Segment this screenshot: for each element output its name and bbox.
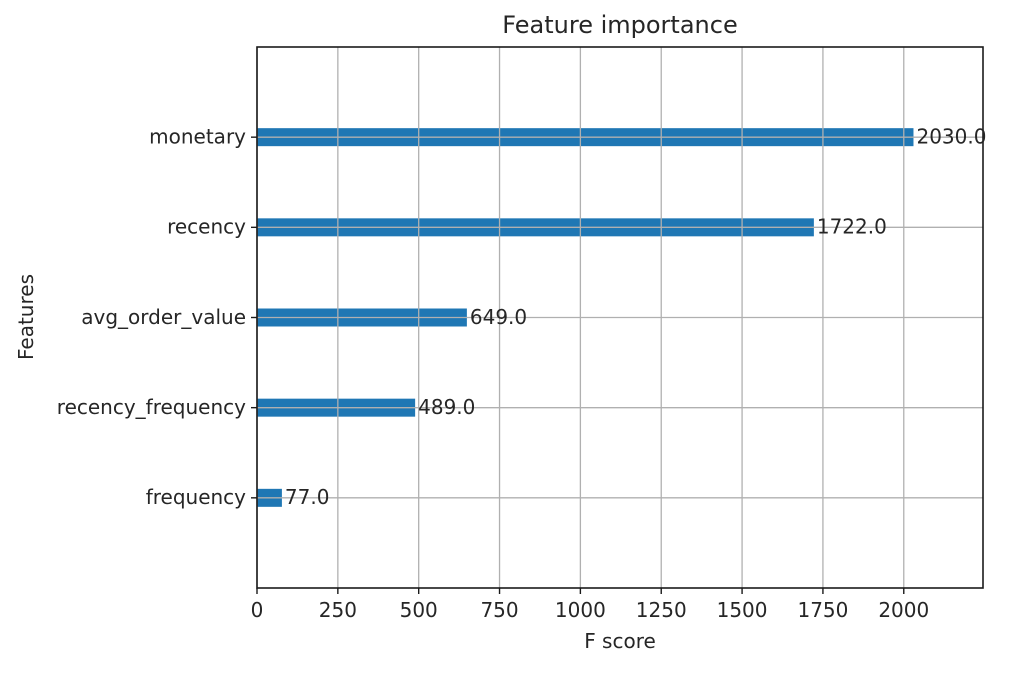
bar-value-label: 1722.0: [817, 215, 887, 239]
x-tick-label: 1750: [797, 598, 848, 622]
x-tick-label: 1000: [555, 598, 606, 622]
bar-value-label: 77.0: [285, 485, 330, 509]
x-tick-label: 500: [400, 598, 438, 622]
y-tick-label: monetary: [149, 125, 246, 149]
plot-area: 0 250 500 750 1000 1250 1500 1750 2000 monetary re…: [57, 46, 986, 622]
bar-value-label: 2030.0: [916, 125, 986, 149]
chart-title: Feature importance: [502, 11, 737, 39]
x-axis-label: F score: [584, 629, 656, 653]
x-tick-label: 1250: [636, 598, 687, 622]
y-tick-label: avg_order_value: [81, 305, 246, 329]
x-tick-label: 1500: [717, 598, 768, 622]
x-tick-label: 250: [319, 598, 357, 622]
y-tick-label: frequency: [146, 485, 246, 509]
x-tick-label: 0: [251, 598, 264, 622]
y-tick-label: recency: [167, 215, 246, 239]
x-tick-label: 2000: [878, 598, 929, 622]
y-axis-label: Features: [14, 274, 38, 360]
y-tick-label: recency_frequency: [57, 395, 246, 419]
bar-value-label: 649.0: [470, 305, 527, 329]
bar-value-label: 489.0: [418, 395, 475, 419]
x-tick-label: 750: [480, 598, 518, 622]
